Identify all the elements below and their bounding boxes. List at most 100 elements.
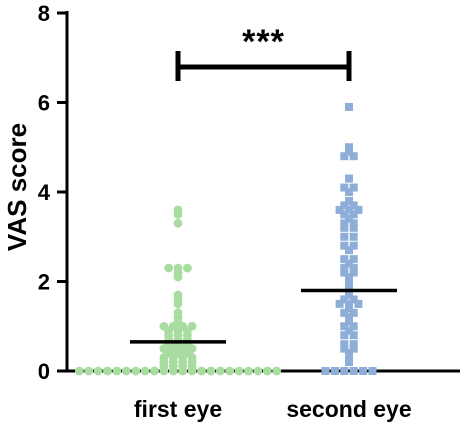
data-point-first-eye: [140, 366, 150, 376]
data-point-second-eye: [349, 322, 358, 331]
data-point-second-eye: [335, 299, 344, 308]
data-point-first-eye: [173, 218, 183, 228]
data-point-second-eye: [349, 232, 358, 241]
data-point-first-eye: [244, 366, 253, 376]
data-point-second-eye: [368, 367, 377, 375]
data-point-second-eye: [345, 174, 353, 183]
data-point-second-eye: [340, 340, 349, 349]
data-point-second-eye: [349, 264, 358, 273]
data-point-second-eye: [340, 308, 349, 317]
data-point-second-eye: [349, 210, 358, 219]
data-point-second-eye: [345, 259, 353, 268]
data-point-second-eye: [345, 349, 353, 358]
data-point-second-eye: [340, 152, 349, 161]
data-point-second-eye: [345, 304, 353, 313]
data-point-first-eye: [225, 366, 235, 376]
data-point-second-eye: [345, 246, 353, 255]
data-point-second-eye: [359, 367, 368, 375]
data-point-second-eye: [345, 353, 353, 362]
data-point-second-eye: [335, 205, 344, 214]
data-points: [74, 102, 377, 376]
y-tick-label: 6: [38, 91, 50, 116]
data-point-first-eye: [84, 366, 94, 376]
data-point-first-eye: [173, 263, 183, 273]
data-point-first-eye: [121, 366, 131, 376]
data-point-second-eye: [340, 232, 349, 241]
data-point-second-eye: [349, 268, 358, 277]
data-point-second-eye: [349, 219, 358, 228]
data-point-second-eye: [349, 223, 358, 232]
data-point-second-eye: [354, 205, 363, 214]
data-point-second-eye: [345, 290, 353, 299]
data-point-second-eye: [340, 264, 349, 273]
data-point-second-eye: [340, 367, 349, 375]
data-point-first-eye: [197, 366, 206, 376]
data-point-second-eye: [340, 241, 349, 250]
data-point-second-eye: [349, 241, 358, 250]
data-point-first-eye: [183, 263, 192, 273]
data-point-second-eye: [349, 152, 358, 161]
data-point-second-eye: [345, 358, 353, 367]
data-point-first-eye: [159, 321, 169, 331]
x-axis: first eye second eye: [65, 369, 460, 422]
data-point-first-eye: [164, 263, 174, 273]
data-point-second-eye: [340, 223, 349, 232]
data-point-second-eye: [345, 299, 353, 308]
data-point-second-eye: [340, 344, 349, 353]
data-point-second-eye: [349, 331, 358, 340]
data-point-second-eye: [321, 367, 330, 375]
data-point-first-eye: [103, 366, 112, 376]
data-point-second-eye: [349, 344, 358, 353]
data-point-second-eye: [349, 295, 358, 304]
data-point-second-eye: [340, 322, 349, 331]
y-tick-label: 2: [38, 270, 50, 295]
data-point-second-eye: [345, 317, 353, 326]
data-point-second-eye: [345, 205, 353, 214]
x-category-label: first eye: [134, 396, 222, 422]
data-point-second-eye: [345, 143, 353, 152]
data-point-second-eye: [349, 367, 358, 375]
data-point-second-eye: [349, 255, 358, 264]
significance-bracket: ***: [175, 23, 352, 81]
data-point-second-eye: [345, 147, 353, 156]
data-point-second-eye: [340, 331, 349, 340]
data-point-first-eye: [93, 366, 103, 376]
data-point-second-eye: [354, 299, 363, 308]
data-point-first-eye: [234, 366, 244, 376]
data-point-second-eye: [345, 214, 353, 223]
data-point-second-eye: [330, 367, 339, 375]
data-point-second-eye: [340, 183, 349, 192]
data-point-second-eye: [340, 255, 349, 264]
data-point-second-eye: [340, 295, 349, 304]
data-point-first-eye: [206, 366, 216, 376]
data-point-first-eye: [74, 366, 84, 376]
data-point-first-eye: [173, 308, 183, 318]
data-point-second-eye: [340, 210, 349, 219]
data-point-first-eye: [173, 205, 183, 215]
data-point-second-eye: [349, 201, 358, 210]
data-point-second-eye: [345, 273, 353, 282]
y-axis-label: VAS score: [2, 123, 32, 251]
y-tick-label: 8: [38, 1, 50, 26]
y-axis: 0 2 4 6 8: [38, 1, 69, 384]
data-point-second-eye: [345, 326, 353, 335]
data-point-second-eye: [340, 268, 349, 277]
data-point-first-eye: [150, 366, 159, 376]
data-point-first-eye: [173, 290, 183, 300]
x-category-label: second eye: [286, 396, 411, 422]
significance-label: ***: [242, 23, 285, 61]
y-tick-label: 4: [38, 180, 51, 205]
data-point-second-eye: [349, 183, 358, 192]
data-point-first-eye: [131, 366, 141, 376]
data-point-second-eye: [345, 196, 353, 205]
data-point-second-eye: [345, 102, 353, 111]
data-point-second-eye: [340, 201, 349, 210]
data-point-second-eye: [345, 313, 353, 322]
data-point-first-eye: [187, 321, 197, 331]
y-tick-label: 0: [38, 359, 50, 384]
data-point-first-eye: [253, 366, 263, 376]
data-point-first-eye: [262, 366, 272, 376]
data-point-first-eye: [215, 366, 225, 376]
data-point-second-eye: [340, 219, 349, 228]
